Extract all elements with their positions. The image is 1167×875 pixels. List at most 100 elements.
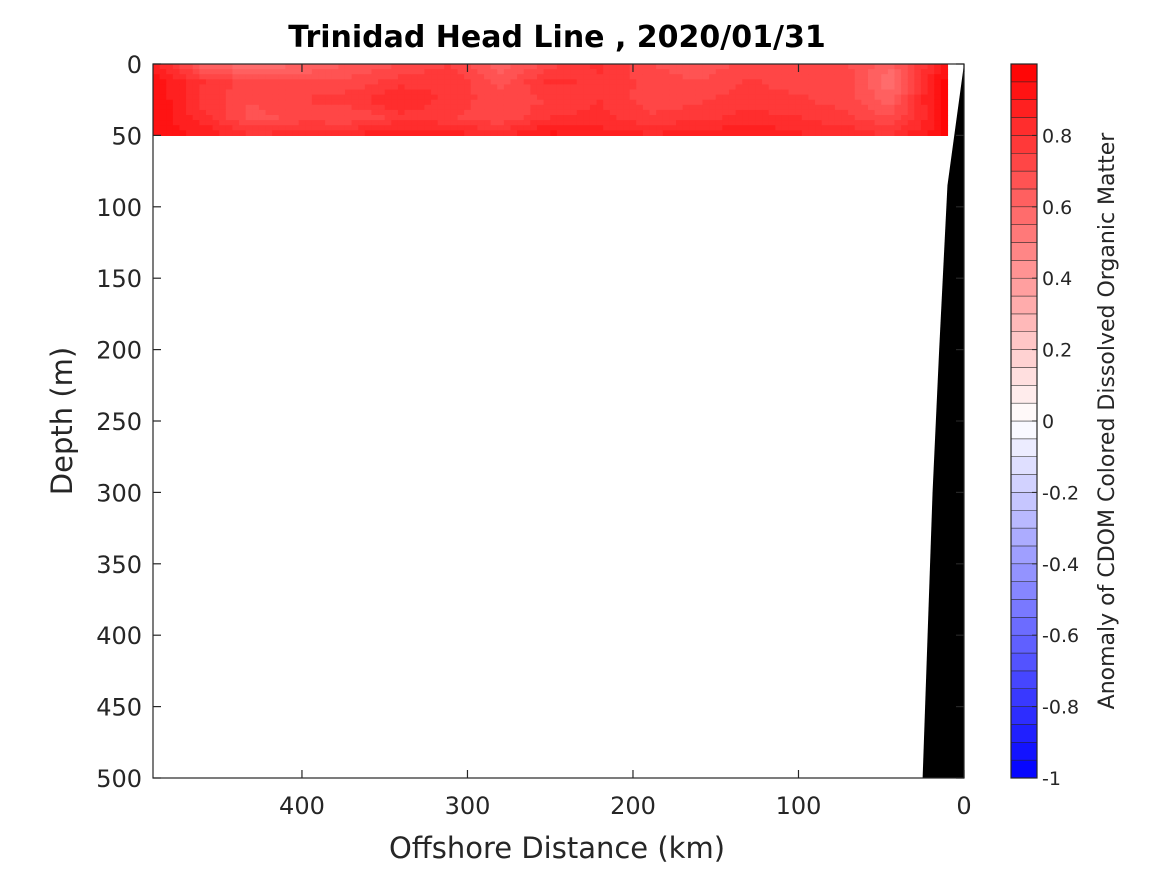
heatmap-cell [258, 115, 267, 121]
heatmap-cell [901, 120, 909, 126]
heatmap-cell [292, 104, 300, 111]
heatmap-cell [801, 64, 810, 70]
heatmap-cell [517, 74, 525, 80]
heatmap-cell [378, 94, 386, 101]
heatmap-cell [543, 99, 551, 106]
heatmap-cell [232, 74, 240, 80]
heatmap-cell [815, 69, 823, 75]
heatmap-cell [881, 84, 889, 91]
heatmap-cell [662, 74, 670, 80]
heatmap-cell [172, 94, 181, 101]
heatmap-cell [589, 125, 598, 131]
heatmap-cell [596, 115, 604, 121]
heatmap-cell [748, 115, 757, 121]
heatmap-cell [490, 94, 498, 101]
heatmap-cell [212, 94, 220, 101]
heatmap-cell [272, 99, 280, 106]
heatmap-cell [384, 125, 392, 131]
heatmap-cell [159, 130, 167, 136]
heatmap-cell [828, 69, 836, 75]
heatmap-cell [278, 69, 287, 75]
heatmap-cell [828, 120, 836, 126]
heatmap-cell [848, 99, 856, 106]
heatmap-cell [225, 120, 234, 126]
heatmap-cell [397, 99, 406, 106]
heatmap-cell [808, 64, 816, 70]
heatmap-cell [795, 79, 803, 85]
heatmap-cell [854, 115, 862, 121]
heatmap-cell [444, 79, 452, 85]
heatmap-cell [861, 125, 869, 131]
heatmap-cell [596, 120, 604, 126]
heatmap-cell [517, 64, 525, 70]
heatmap-cell [344, 109, 353, 116]
heatmap-cell [411, 84, 419, 91]
heatmap-cell [159, 69, 167, 75]
heatmap-cell [530, 94, 538, 101]
heatmap-cell [338, 79, 346, 85]
heatmap-cell [179, 69, 187, 75]
heatmap-cell [795, 89, 803, 96]
heatmap-cell [166, 104, 174, 111]
heatmap-cell [205, 104, 214, 111]
heatmap-cell [166, 64, 174, 70]
heatmap-cell [881, 79, 889, 85]
heatmap-cell [497, 120, 505, 126]
colorbar-level [1010, 492, 1038, 511]
heatmap-cell [656, 84, 664, 91]
y-tick-label: 300 [96, 479, 142, 507]
heatmap-cell [358, 79, 366, 85]
heatmap-cell [781, 109, 790, 116]
heatmap-cell [536, 109, 545, 116]
heatmap-cell [629, 99, 637, 106]
heatmap-cell [517, 79, 525, 85]
heatmap-cell [609, 89, 618, 96]
colorbar-level [1010, 563, 1038, 582]
heatmap-cell [596, 89, 604, 96]
heatmap-cell [762, 99, 770, 106]
heatmap-cell [417, 130, 426, 136]
heatmap-cell [404, 64, 412, 70]
heatmap-cell [788, 79, 796, 85]
heatmap-cell [530, 74, 538, 80]
heatmap-cell [159, 79, 167, 85]
heatmap-cell [225, 84, 234, 91]
heatmap-cell [219, 79, 227, 85]
heatmap-cell [795, 84, 803, 91]
heatmap-cell [570, 104, 578, 111]
heatmap-cell [642, 99, 651, 106]
heatmap-cell [153, 94, 161, 101]
heatmap-cell [470, 120, 478, 126]
heatmap-cell [179, 109, 187, 116]
heatmap-cell [364, 130, 373, 136]
heatmap-cell [477, 125, 485, 131]
heatmap-cell [808, 125, 816, 131]
heatmap-cell [768, 89, 776, 96]
heatmap-cell [378, 109, 386, 116]
heatmap-cell [821, 69, 829, 75]
heatmap-cell [728, 125, 737, 131]
heatmap-cell [192, 120, 200, 126]
heatmap-cell [444, 69, 452, 75]
heatmap-cell [755, 104, 763, 111]
heatmap-cell [397, 74, 406, 80]
heatmap-cell [576, 89, 584, 96]
heatmap-cell [397, 94, 406, 101]
heatmap-cell [834, 104, 843, 111]
heatmap-cell [338, 69, 346, 75]
heatmap-cell [278, 130, 287, 136]
heatmap-cell [907, 104, 915, 111]
heatmap-cell [411, 94, 419, 101]
heatmap-cell [292, 94, 300, 101]
heatmap-cell [344, 115, 353, 121]
heatmap-cell [431, 74, 439, 80]
heatmap-cell [775, 69, 783, 75]
heatmap-cell [828, 104, 836, 111]
heatmap-cell [556, 79, 565, 85]
heatmap-cell [523, 94, 531, 101]
heatmap-cell [748, 79, 757, 85]
heatmap-cell [179, 120, 187, 126]
heatmap-cell [563, 84, 571, 91]
heatmap-cell [179, 84, 187, 91]
heatmap-cell [536, 94, 545, 101]
